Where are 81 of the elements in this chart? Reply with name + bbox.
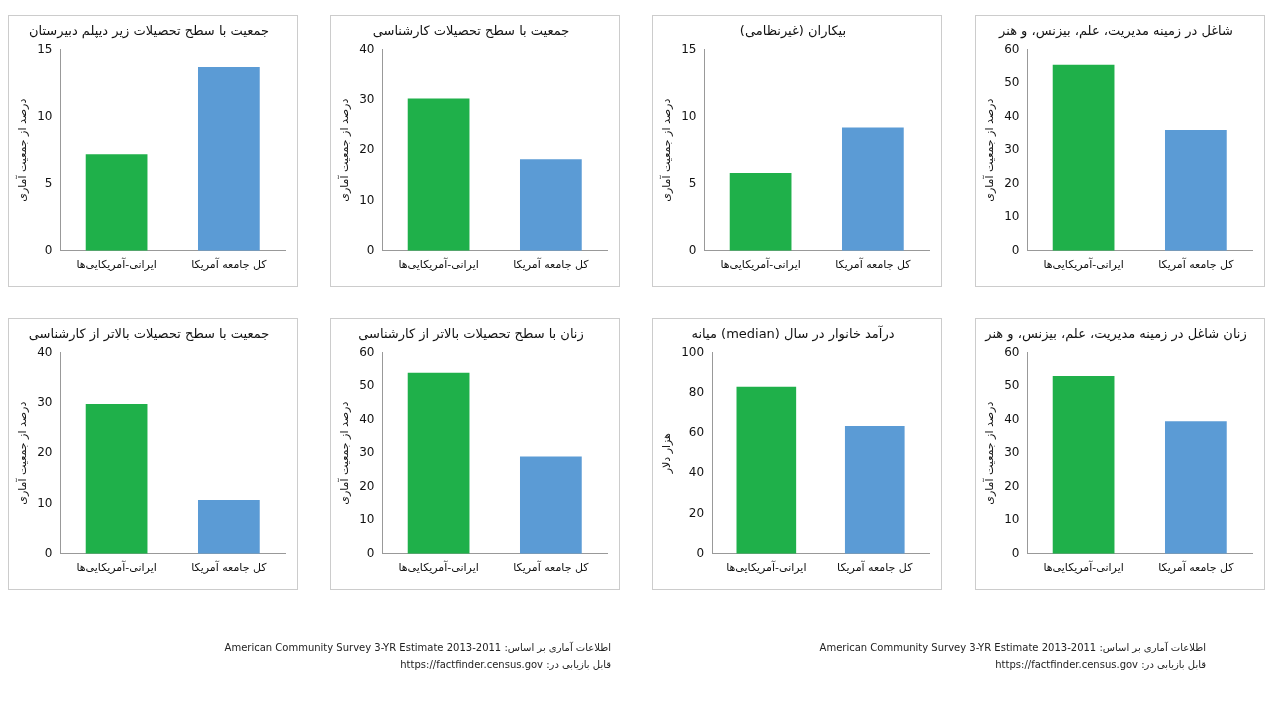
y-tick-label: 5 [44,175,53,190]
y-axis-title: درصد از جمعیت آماری [659,98,674,202]
x-tick-label: کل جامعه آمریکا [513,560,590,575]
y-tick-label: 10 [681,108,697,123]
y-axis-title: درصد از جمعیت آماری [337,401,352,505]
y-tick-label: 40 [359,41,375,56]
y-tick-label: 60 [688,425,705,440]
chart-title: زنان با سطح تحصیلات بالاتر از کارشناسی [358,326,584,343]
x-tick-label: کل جامعه آمریکا [191,560,268,575]
y-tick-label: 40 [688,465,705,480]
x-tick-label: کل جامعه آمریکا [1158,257,1235,272]
y-tick-label: 15 [37,41,53,56]
y-tick-label: 50 [1004,378,1020,393]
y-tick-label: 60 [359,344,375,359]
y-tick-label: 20 [688,505,705,520]
y-tick-label: 0 [688,242,697,257]
y-tick-label: 60 [1004,344,1020,359]
y-tick-label: 30 [37,395,53,410]
chart-title: بیکاران (غیرنظامی) [739,23,847,40]
chart-title: جمعیت با سطح تحصیلات زیر دیپلم دبیرستان [28,23,270,40]
text: قابل بازیابی در: https://factfinder.census.gov [994,658,1206,672]
y-tick-label: 15 [681,41,697,56]
y-tick-label: 40 [359,411,375,426]
x-tick-label: ایرانی-آمریکایی‌ها [76,560,157,575]
y-tick-label: 50 [1004,75,1020,90]
y-tick-label: 10 [37,495,53,510]
y-tick-label: 10 [359,512,375,527]
y-tick-label: 30 [1004,142,1020,157]
x-tick-label: کل جامعه آمریکا [835,257,912,272]
y-axis-title: درصد از جمعیت آماری [15,98,30,202]
y-tick-label: 60 [1004,41,1020,56]
y-tick-label: 10 [1004,512,1020,527]
y-tick-label: 0 [366,242,375,257]
y-axis-title: درصد از جمعیت آماری [982,401,997,505]
chart-title: زنان شاغل در زمینه مدیریت، علم، بیزنس، و هنر [984,326,1247,343]
x-tick-label: کل جامعه آمریکا [1158,560,1235,575]
y-tick-label: 100 [681,344,705,359]
y-tick-label: 20 [1004,175,1020,190]
x-tick-label: ایرانی-آمریکایی‌ها [1043,257,1124,272]
y-tick-label: 40 [1004,108,1020,123]
y-tick-label: 0 [1011,545,1020,560]
text: اطلاعات آماری بر اساس: 2011-2013 American Community Survey 3-YR Estimate [818,641,1206,655]
x-tick-label: کل جامعه آمریکا [837,560,914,575]
x-tick-label: ایرانی-آمریکایی‌ها [398,257,479,272]
y-tick-label: 30 [359,92,375,107]
y-tick-label: 20 [37,445,53,460]
y-tick-label: 20 [359,142,375,157]
chart-title: جمعیت با سطح تحصیلات کارشناسی [372,23,570,40]
x-tick-label: ایرانی-آمریکایی‌ها [76,257,157,272]
y-tick-label: 0 [366,545,375,560]
x-tick-label: ایرانی-آمریکایی‌ها [726,560,807,575]
y-tick-label: 10 [1004,209,1020,224]
y-tick-label: 20 [1004,478,1020,493]
y-axis-title: درصد از جمعیت آماری [337,98,352,202]
y-axis-title: هزار دلار [660,432,674,475]
text: اطلاعات آماری بر اساس: 2011-2013 American Community Survey 3-YR Estimate [223,641,611,655]
x-tick-label: ایرانی-آمریکایی‌ها [720,257,801,272]
y-tick-label: 0 [44,242,53,257]
y-tick-label: 10 [359,192,375,207]
y-tick-label: 50 [359,378,375,393]
y-tick-label: 30 [1004,445,1020,460]
y-tick-label: 0 [1011,242,1020,257]
x-tick-label: ایرانی-آمریکایی‌ها [1043,560,1124,575]
chart-title: میانه (median) درآمد خانوار در سال [691,325,895,343]
y-tick-label: 30 [359,445,375,460]
y-tick-label: 5 [688,175,697,190]
y-tick-label: 20 [359,478,375,493]
chart-title: جمعیت با سطح تحصیلات بالاتر از کارشناسی [28,326,270,343]
y-tick-label: 0 [696,545,705,560]
y-axis-title: درصد از جمعیت آماری [982,98,997,202]
y-tick-label: 10 [37,108,53,123]
y-tick-label: 80 [688,384,705,399]
y-tick-label: 40 [37,344,53,359]
x-tick-label: کل جامعه آمریکا [513,257,590,272]
y-tick-label: 0 [44,545,53,560]
x-tick-label: کل جامعه آمریکا [191,257,268,272]
x-tick-label: ایرانی-آمریکایی‌ها [398,560,479,575]
text: قابل بازیابی در: https://factfinder.census.gov [399,658,611,672]
y-axis-title: درصد از جمعیت آماری [15,401,30,505]
chart-title: شاغل در زمینه مدیریت، علم، بیزنس، و هنر [998,23,1233,40]
y-tick-label: 40 [1004,411,1020,426]
